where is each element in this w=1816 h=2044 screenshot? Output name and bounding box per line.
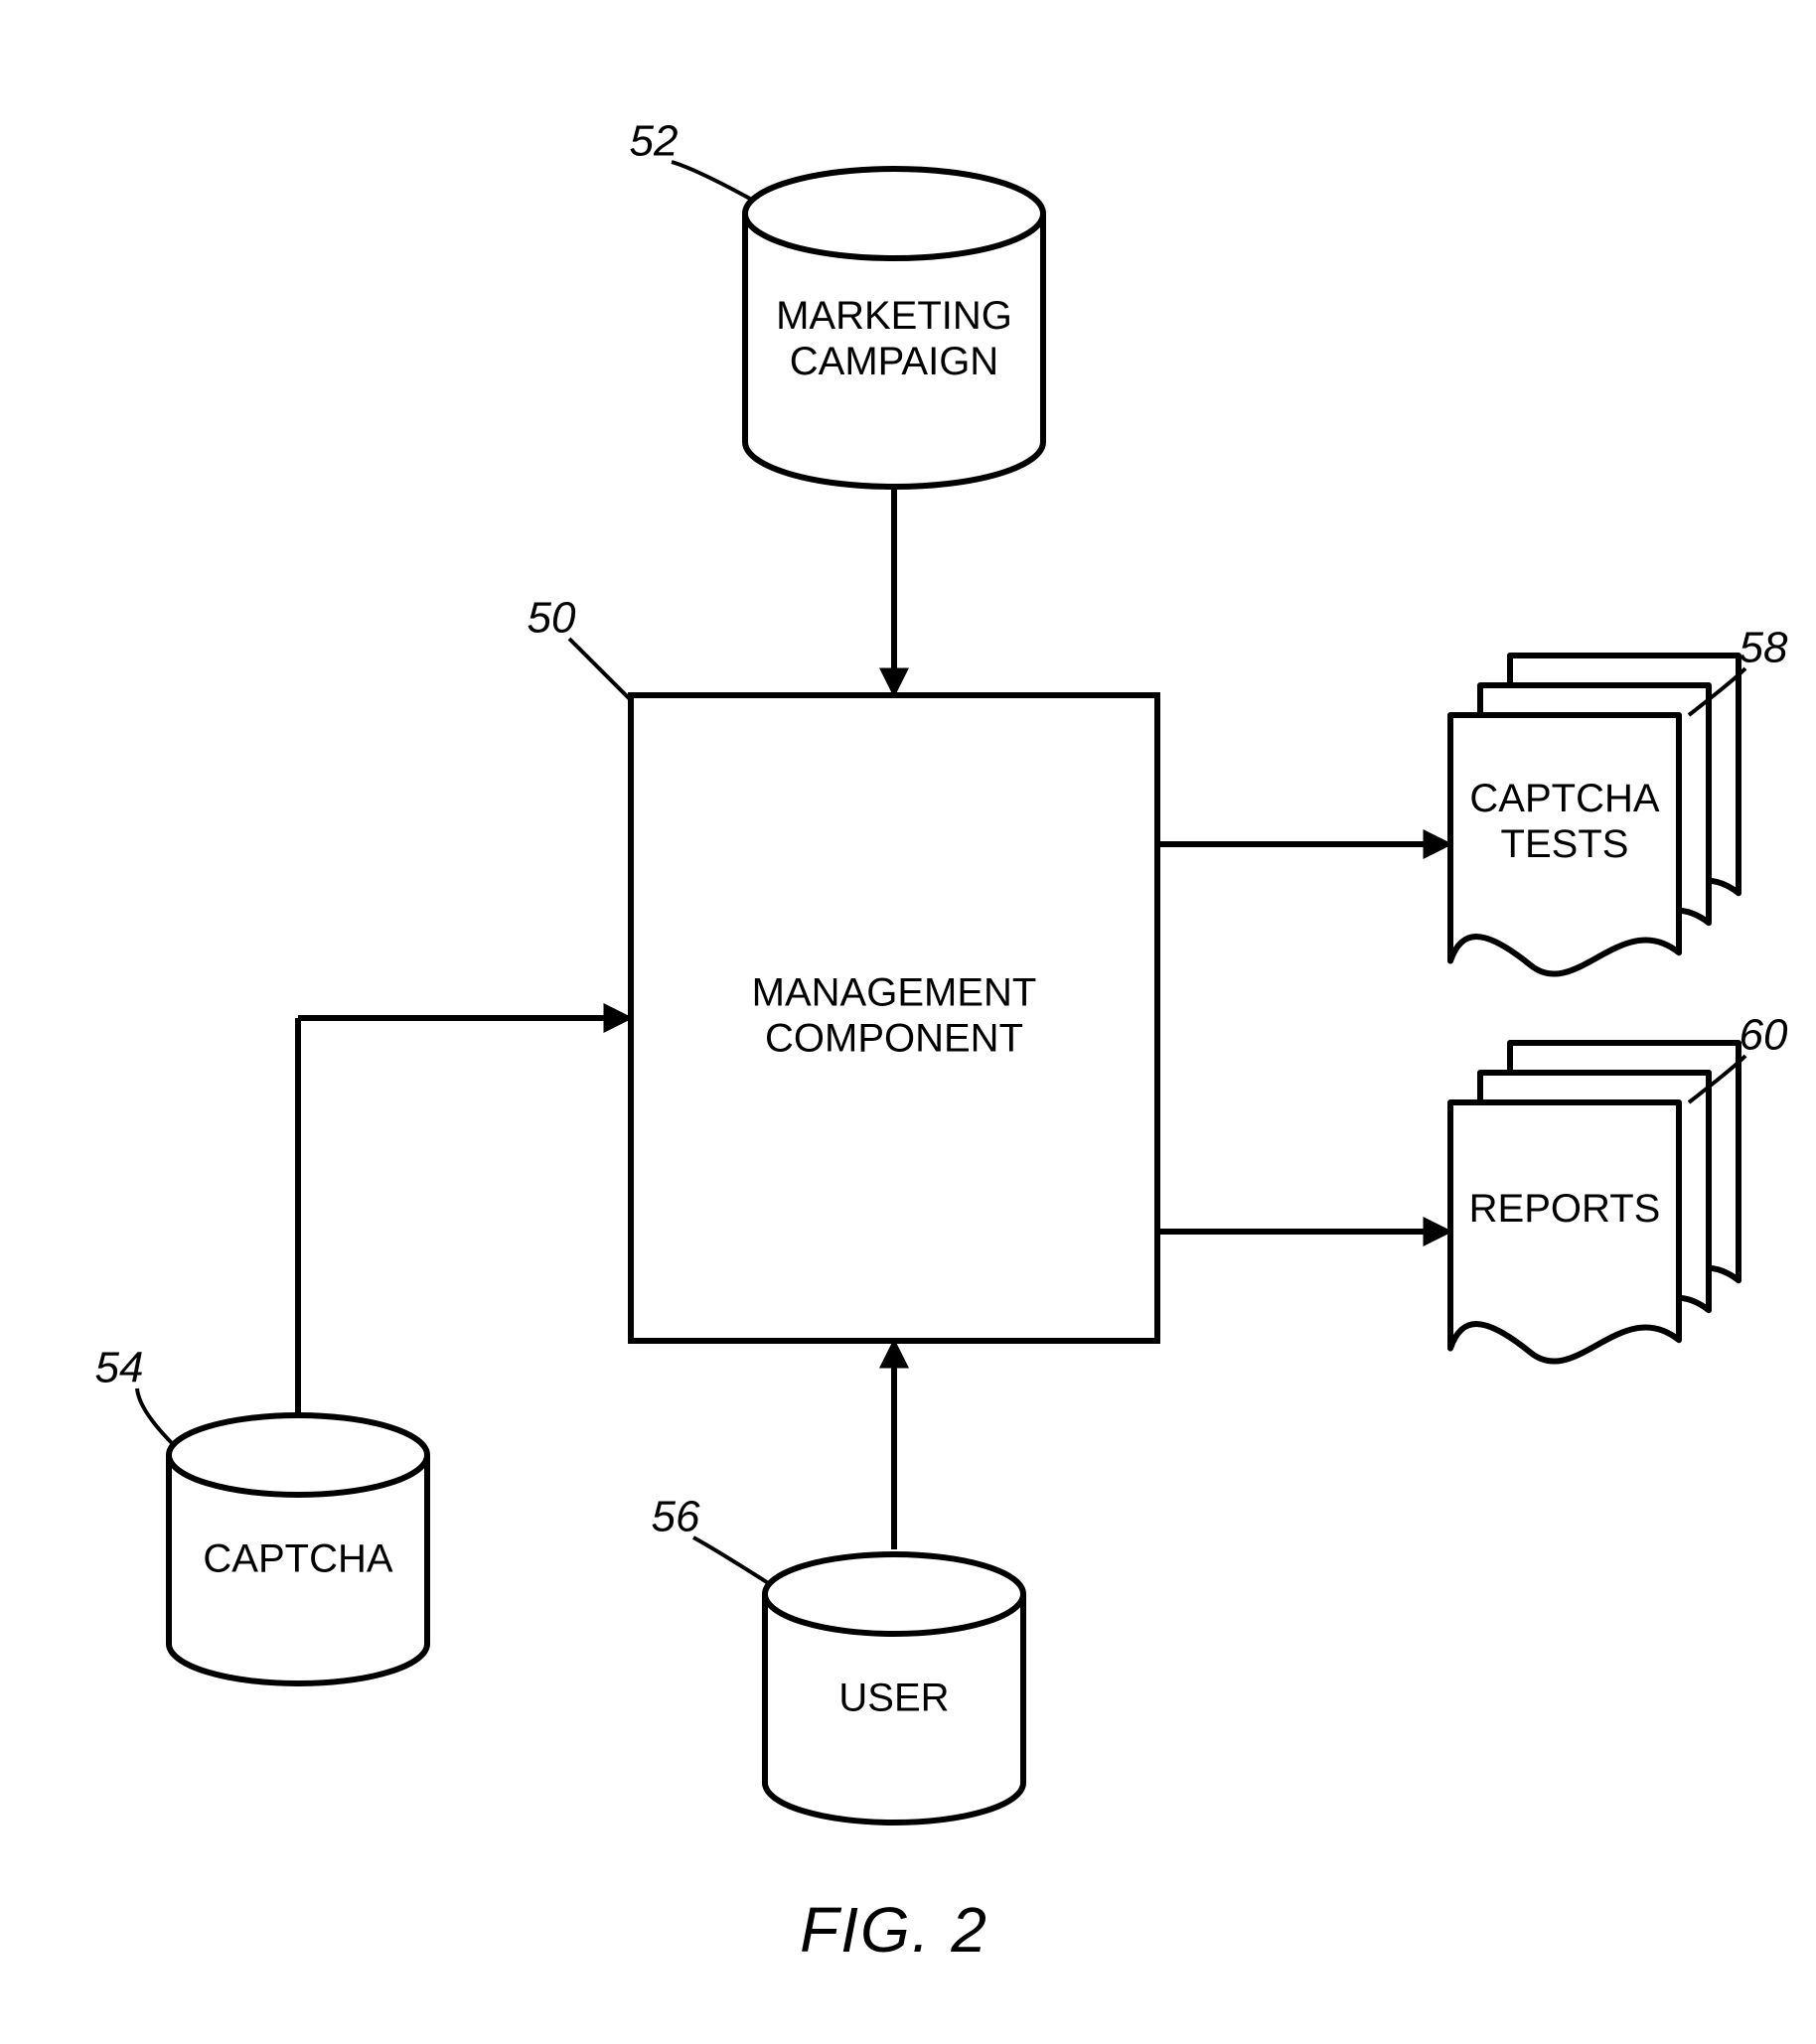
svg-text:COMPONENT: COMPONENT: [765, 1017, 1023, 1061]
svg-text:52: 52: [630, 117, 679, 166]
svg-text:CAMPAIGN: CAMPAIGN: [790, 340, 998, 383]
svg-text:60: 60: [1740, 1011, 1788, 1060]
svg-text:50: 50: [528, 594, 576, 643]
svg-text:CAPTCHA: CAPTCHA: [1469, 777, 1659, 820]
svg-text:TESTS: TESTS: [1501, 822, 1629, 866]
svg-text:FIG. 2: FIG. 2: [800, 1894, 988, 1966]
svg-text:USER: USER: [838, 1677, 949, 1720]
svg-text:56: 56: [652, 1493, 700, 1541]
svg-text:58: 58: [1740, 624, 1788, 672]
svg-text:REPORTS: REPORTS: [1469, 1187, 1661, 1231]
svg-text:MARKETING: MARKETING: [776, 294, 1012, 338]
svg-text:MANAGEMENT: MANAGEMENT: [752, 971, 1037, 1015]
svg-text:CAPTCHA: CAPTCHA: [203, 1537, 392, 1581]
system-diagram: MANAGEMENTCOMPONENT MARKETINGCAMPAIGN CAPT…: [0, 0, 1816, 2044]
svg-text:54: 54: [95, 1344, 144, 1392]
